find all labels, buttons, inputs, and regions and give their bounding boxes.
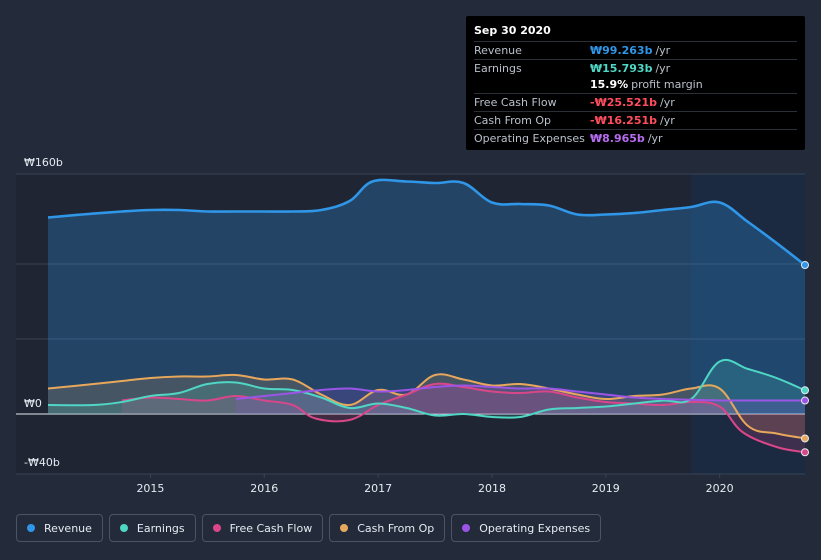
tooltip-row-value: ₩8.965b xyxy=(590,131,645,145)
tooltip-row: 15.9% profit margin xyxy=(474,77,797,94)
tooltip-row: Revenue ₩99.263b/yr xyxy=(474,41,797,59)
legend: Revenue Earnings Free Cash Flow Cash From O… xyxy=(16,514,602,542)
series-endpoint-cash-from-op xyxy=(801,434,809,443)
series-endpoint-revenue xyxy=(801,261,809,270)
series-line-earnings xyxy=(47,358,806,419)
legend-label: Revenue xyxy=(44,521,92,535)
tooltip-row-unit: /yr xyxy=(647,131,663,145)
tooltip-row-unit: /yr xyxy=(660,114,675,128)
tooltip-row-unit: /yr xyxy=(655,61,671,75)
tooltip-row-value: -₩25.521b xyxy=(590,96,658,110)
legend-dot-icon xyxy=(119,524,128,532)
legend-item-earnings[interactable]: Earnings xyxy=(108,514,196,542)
legend-dot-icon xyxy=(462,524,471,532)
legend-label: Operating Expenses xyxy=(479,521,591,535)
legend-item-free-cash-flow[interactable]: Free Cash Flow xyxy=(201,514,324,542)
legend-label: Cash From Op xyxy=(357,521,435,535)
tooltip-row-value: ₩99.263b xyxy=(590,43,653,57)
tooltip-row: Operating Expenses ₩8.965b/yr xyxy=(474,128,797,147)
y-tick-label: -₩40b xyxy=(24,456,60,469)
tooltip-row-value: 15.9% xyxy=(590,78,629,92)
y-tick-label: ₩160b xyxy=(24,156,63,169)
series-line-free-cash-flow xyxy=(121,382,806,454)
tooltip-row: Earnings ₩15.793b/yr xyxy=(474,58,797,77)
legend-item-operating-expenses[interactable]: Operating Expenses xyxy=(451,514,602,542)
legend-dot-icon xyxy=(340,524,349,532)
tooltip-row-label: Earnings xyxy=(474,61,522,75)
x-tick-label: 2015 xyxy=(136,482,164,495)
tooltip-row-unit: /yr xyxy=(655,43,671,57)
tooltip-row-value: -₩16.251b xyxy=(590,114,658,128)
series-endpoint-earnings xyxy=(801,386,809,395)
series-endpoint-free-cash-flow xyxy=(801,448,809,457)
tooltip-row-label: Free Cash Flow xyxy=(474,96,557,110)
highlight-region xyxy=(691,174,805,474)
series-area-free-cash-flow xyxy=(121,383,805,453)
x-tick-label: 2019 xyxy=(592,482,620,495)
legend-item-revenue[interactable]: Revenue xyxy=(16,514,103,542)
tooltip-row: Free Cash Flow -₩25.521b/yr xyxy=(474,93,797,111)
tooltip-row: Cash From Op -₩16.251b/yr xyxy=(474,111,797,129)
x-tick-label: 2018 xyxy=(478,482,506,495)
legend-label: Free Cash Flow xyxy=(229,521,313,535)
tooltip-row-unit: /yr xyxy=(660,96,675,110)
plot-background xyxy=(16,174,805,474)
tooltip-row-label: Operating Expenses xyxy=(474,131,585,145)
tooltip-row-label: Revenue xyxy=(474,43,522,57)
series-area-earnings xyxy=(48,359,805,418)
tooltip-date: Sep 30 2020 xyxy=(474,24,551,37)
series-line-cash-from-op xyxy=(47,373,806,440)
x-tick-label: 2020 xyxy=(706,482,734,495)
legend-item-cash-from-op[interactable]: Cash From Op xyxy=(329,514,446,542)
tooltip-row-label: Cash From Op xyxy=(474,114,552,128)
series-line-revenue xyxy=(47,178,806,267)
legend-dot-icon xyxy=(212,524,221,532)
series-line-operating-expenses xyxy=(235,384,806,402)
series-area-cash-from-op xyxy=(48,374,805,439)
series-area-revenue xyxy=(48,179,805,414)
tooltip: Sep 30 2020 Revenue ₩99.263b/yr Earnings ₩1… xyxy=(466,16,805,150)
y-tick-label: ₩0 xyxy=(24,397,42,410)
series-endpoint-operating-expenses xyxy=(801,396,809,405)
tooltip-row-unit: profit margin xyxy=(631,78,703,92)
x-tick-label: 2017 xyxy=(364,482,392,495)
x-tick-label: 2016 xyxy=(250,482,278,495)
series-area-operating-expenses xyxy=(235,385,805,414)
legend-dot-icon xyxy=(27,524,35,532)
legend-label: Earnings xyxy=(136,521,185,535)
tooltip-row-value: ₩15.793b xyxy=(590,61,653,75)
